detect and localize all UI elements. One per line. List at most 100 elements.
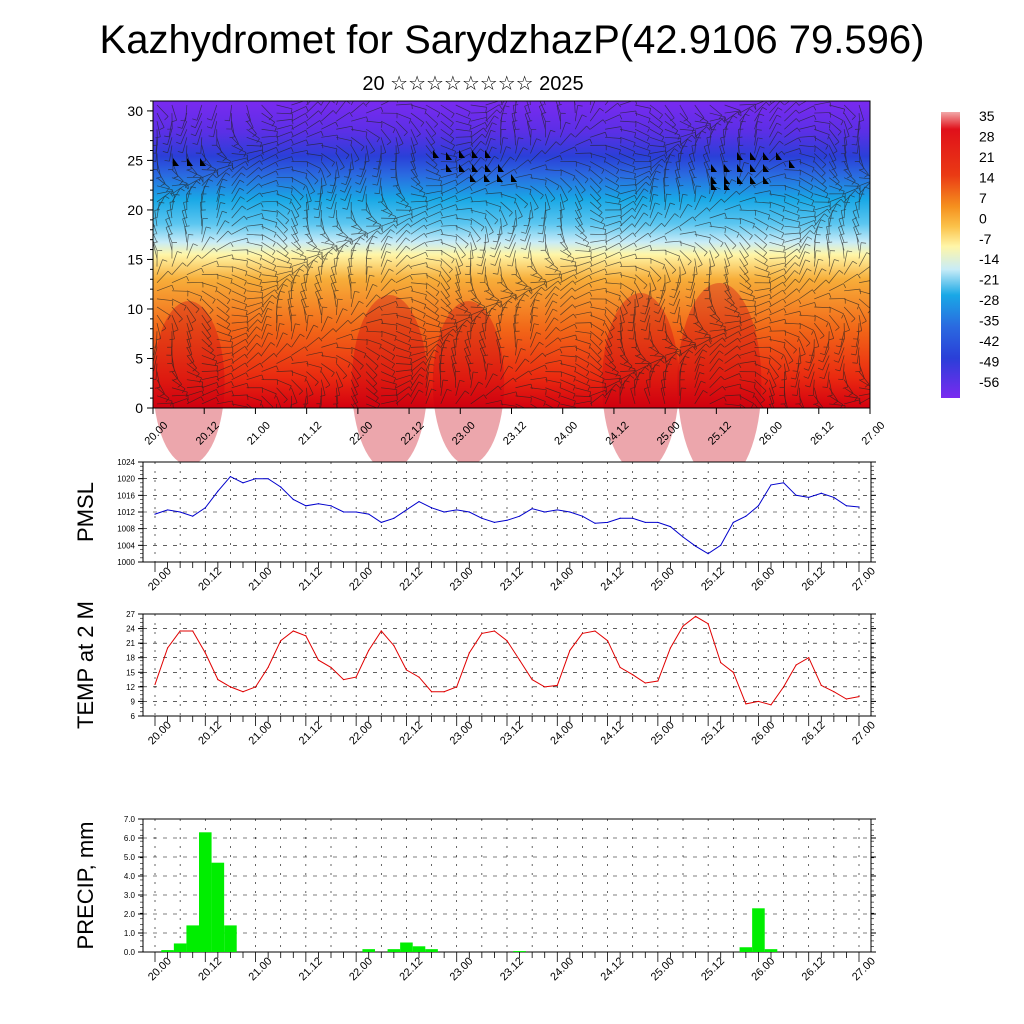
wind-barb bbox=[156, 112, 165, 128]
wind-barb bbox=[231, 314, 248, 317]
wind-barb bbox=[590, 131, 606, 138]
wind-barb-flag bbox=[476, 238, 481, 243]
wind-barb-flag bbox=[806, 342, 811, 347]
wind-barb bbox=[590, 314, 606, 322]
x-tick-label: 24.12 bbox=[599, 719, 627, 747]
wind-barb-flag bbox=[829, 101, 832, 107]
wind-barb-flag bbox=[710, 337, 712, 343]
wind-barb-flag bbox=[320, 131, 324, 137]
x-tick-label: 24.00 bbox=[552, 420, 580, 448]
wind-barb bbox=[709, 350, 720, 364]
wind-barb bbox=[649, 120, 664, 131]
wind-barb bbox=[515, 383, 532, 389]
wind-barb-flag bbox=[825, 322, 829, 328]
wind-barb-flag bbox=[526, 96, 531, 97]
wind-barb bbox=[664, 258, 677, 271]
wind-barb-flag bbox=[267, 307, 273, 311]
wind-barb bbox=[575, 255, 592, 259]
wind-barb bbox=[291, 379, 303, 392]
y-tick-label: 3.0 bbox=[124, 891, 136, 900]
wind-barb-flag bbox=[296, 206, 302, 210]
wind-barb-flag bbox=[764, 380, 769, 385]
wind-barb bbox=[455, 298, 468, 310]
wind-barb-flag bbox=[659, 114, 663, 119]
wind-barb-flag bbox=[704, 144, 709, 147]
data-point bbox=[280, 640, 282, 642]
wind-barb-flag bbox=[274, 289, 278, 295]
wind-barb bbox=[410, 361, 424, 372]
wind-barb-flag bbox=[635, 253, 638, 259]
x-tick-label: 26.12 bbox=[808, 420, 836, 448]
data-point bbox=[229, 686, 232, 688]
colorbar bbox=[941, 112, 960, 398]
wind-barb bbox=[679, 132, 696, 138]
wind-barb bbox=[784, 225, 801, 229]
wind-barb-flag bbox=[677, 134, 681, 140]
wind-barb bbox=[276, 131, 292, 138]
wind-barb-flag bbox=[376, 137, 380, 143]
wind-barb-flag bbox=[869, 181, 870, 183]
wind-barb bbox=[620, 177, 637, 180]
wind-barb bbox=[350, 363, 362, 377]
wind-barb bbox=[153, 242, 158, 259]
wind-barb-flag bbox=[633, 372, 637, 377]
wind-barb-flag bbox=[813, 402, 819, 405]
wind-barb bbox=[560, 379, 576, 387]
wind-barb bbox=[186, 176, 203, 179]
wind-barb-flag bbox=[544, 283, 548, 289]
precip-bar bbox=[186, 925, 199, 952]
wind-barb-flag bbox=[364, 233, 368, 239]
wind-barb-flag bbox=[342, 308, 348, 311]
wind-barb bbox=[261, 294, 273, 308]
wind-barb-flag bbox=[388, 268, 394, 272]
wind-barb-flag bbox=[753, 105, 757, 111]
wind-barb bbox=[366, 120, 383, 124]
wind-barb bbox=[589, 201, 603, 213]
wind-barb bbox=[276, 201, 291, 211]
wind-barb bbox=[380, 278, 392, 292]
wind-barb bbox=[739, 217, 755, 225]
wind-barb bbox=[556, 105, 561, 122]
wind-barb bbox=[560, 234, 569, 249]
data-point bbox=[280, 486, 282, 488]
wind-barb-flag bbox=[584, 178, 589, 184]
wind-barb-flag bbox=[450, 354, 456, 357]
wind-barb-flag bbox=[329, 91, 333, 93]
wind-barb-flag bbox=[289, 199, 292, 205]
wind-barb-flag bbox=[674, 130, 679, 135]
wind-barb bbox=[216, 164, 233, 170]
wind-barb bbox=[231, 196, 241, 211]
wind-barb bbox=[649, 347, 664, 357]
wind-barb bbox=[200, 137, 203, 154]
wind-barb-flag bbox=[542, 352, 547, 358]
wind-barb bbox=[395, 363, 412, 365]
wind-barb bbox=[619, 189, 636, 195]
wind-barb-flag bbox=[481, 166, 486, 171]
wind-barb bbox=[395, 347, 412, 353]
wind-barb-flag bbox=[314, 411, 319, 412]
wind-barb bbox=[365, 137, 376, 152]
wind-barb-flag bbox=[527, 120, 533, 122]
wind-barb bbox=[724, 306, 740, 314]
wind-barb bbox=[619, 339, 626, 355]
wind-barb-flag bbox=[445, 339, 451, 342]
wind-barb-flag bbox=[502, 288, 508, 292]
wind-barb bbox=[333, 291, 337, 308]
wind-barb bbox=[814, 169, 826, 182]
wind-barb-flag bbox=[627, 329, 633, 332]
wind-barb bbox=[530, 185, 544, 196]
wind-barb-flag bbox=[266, 323, 272, 327]
wind-barb bbox=[634, 364, 650, 372]
wind-barb-flag bbox=[268, 332, 273, 336]
wind-barb bbox=[306, 337, 320, 348]
wind-barb-flag bbox=[290, 108, 293, 114]
wind-barb-flag bbox=[332, 110, 337, 115]
wind-barb bbox=[362, 185, 367, 202]
wind-barb-flag bbox=[436, 343, 441, 348]
wind-barb-flag bbox=[818, 359, 824, 363]
wind-barb-flag bbox=[165, 225, 171, 228]
wind-barb bbox=[366, 338, 382, 345]
wind-barb-flag bbox=[260, 286, 263, 292]
wind-barb bbox=[575, 261, 591, 267]
wind-barb bbox=[589, 355, 602, 367]
